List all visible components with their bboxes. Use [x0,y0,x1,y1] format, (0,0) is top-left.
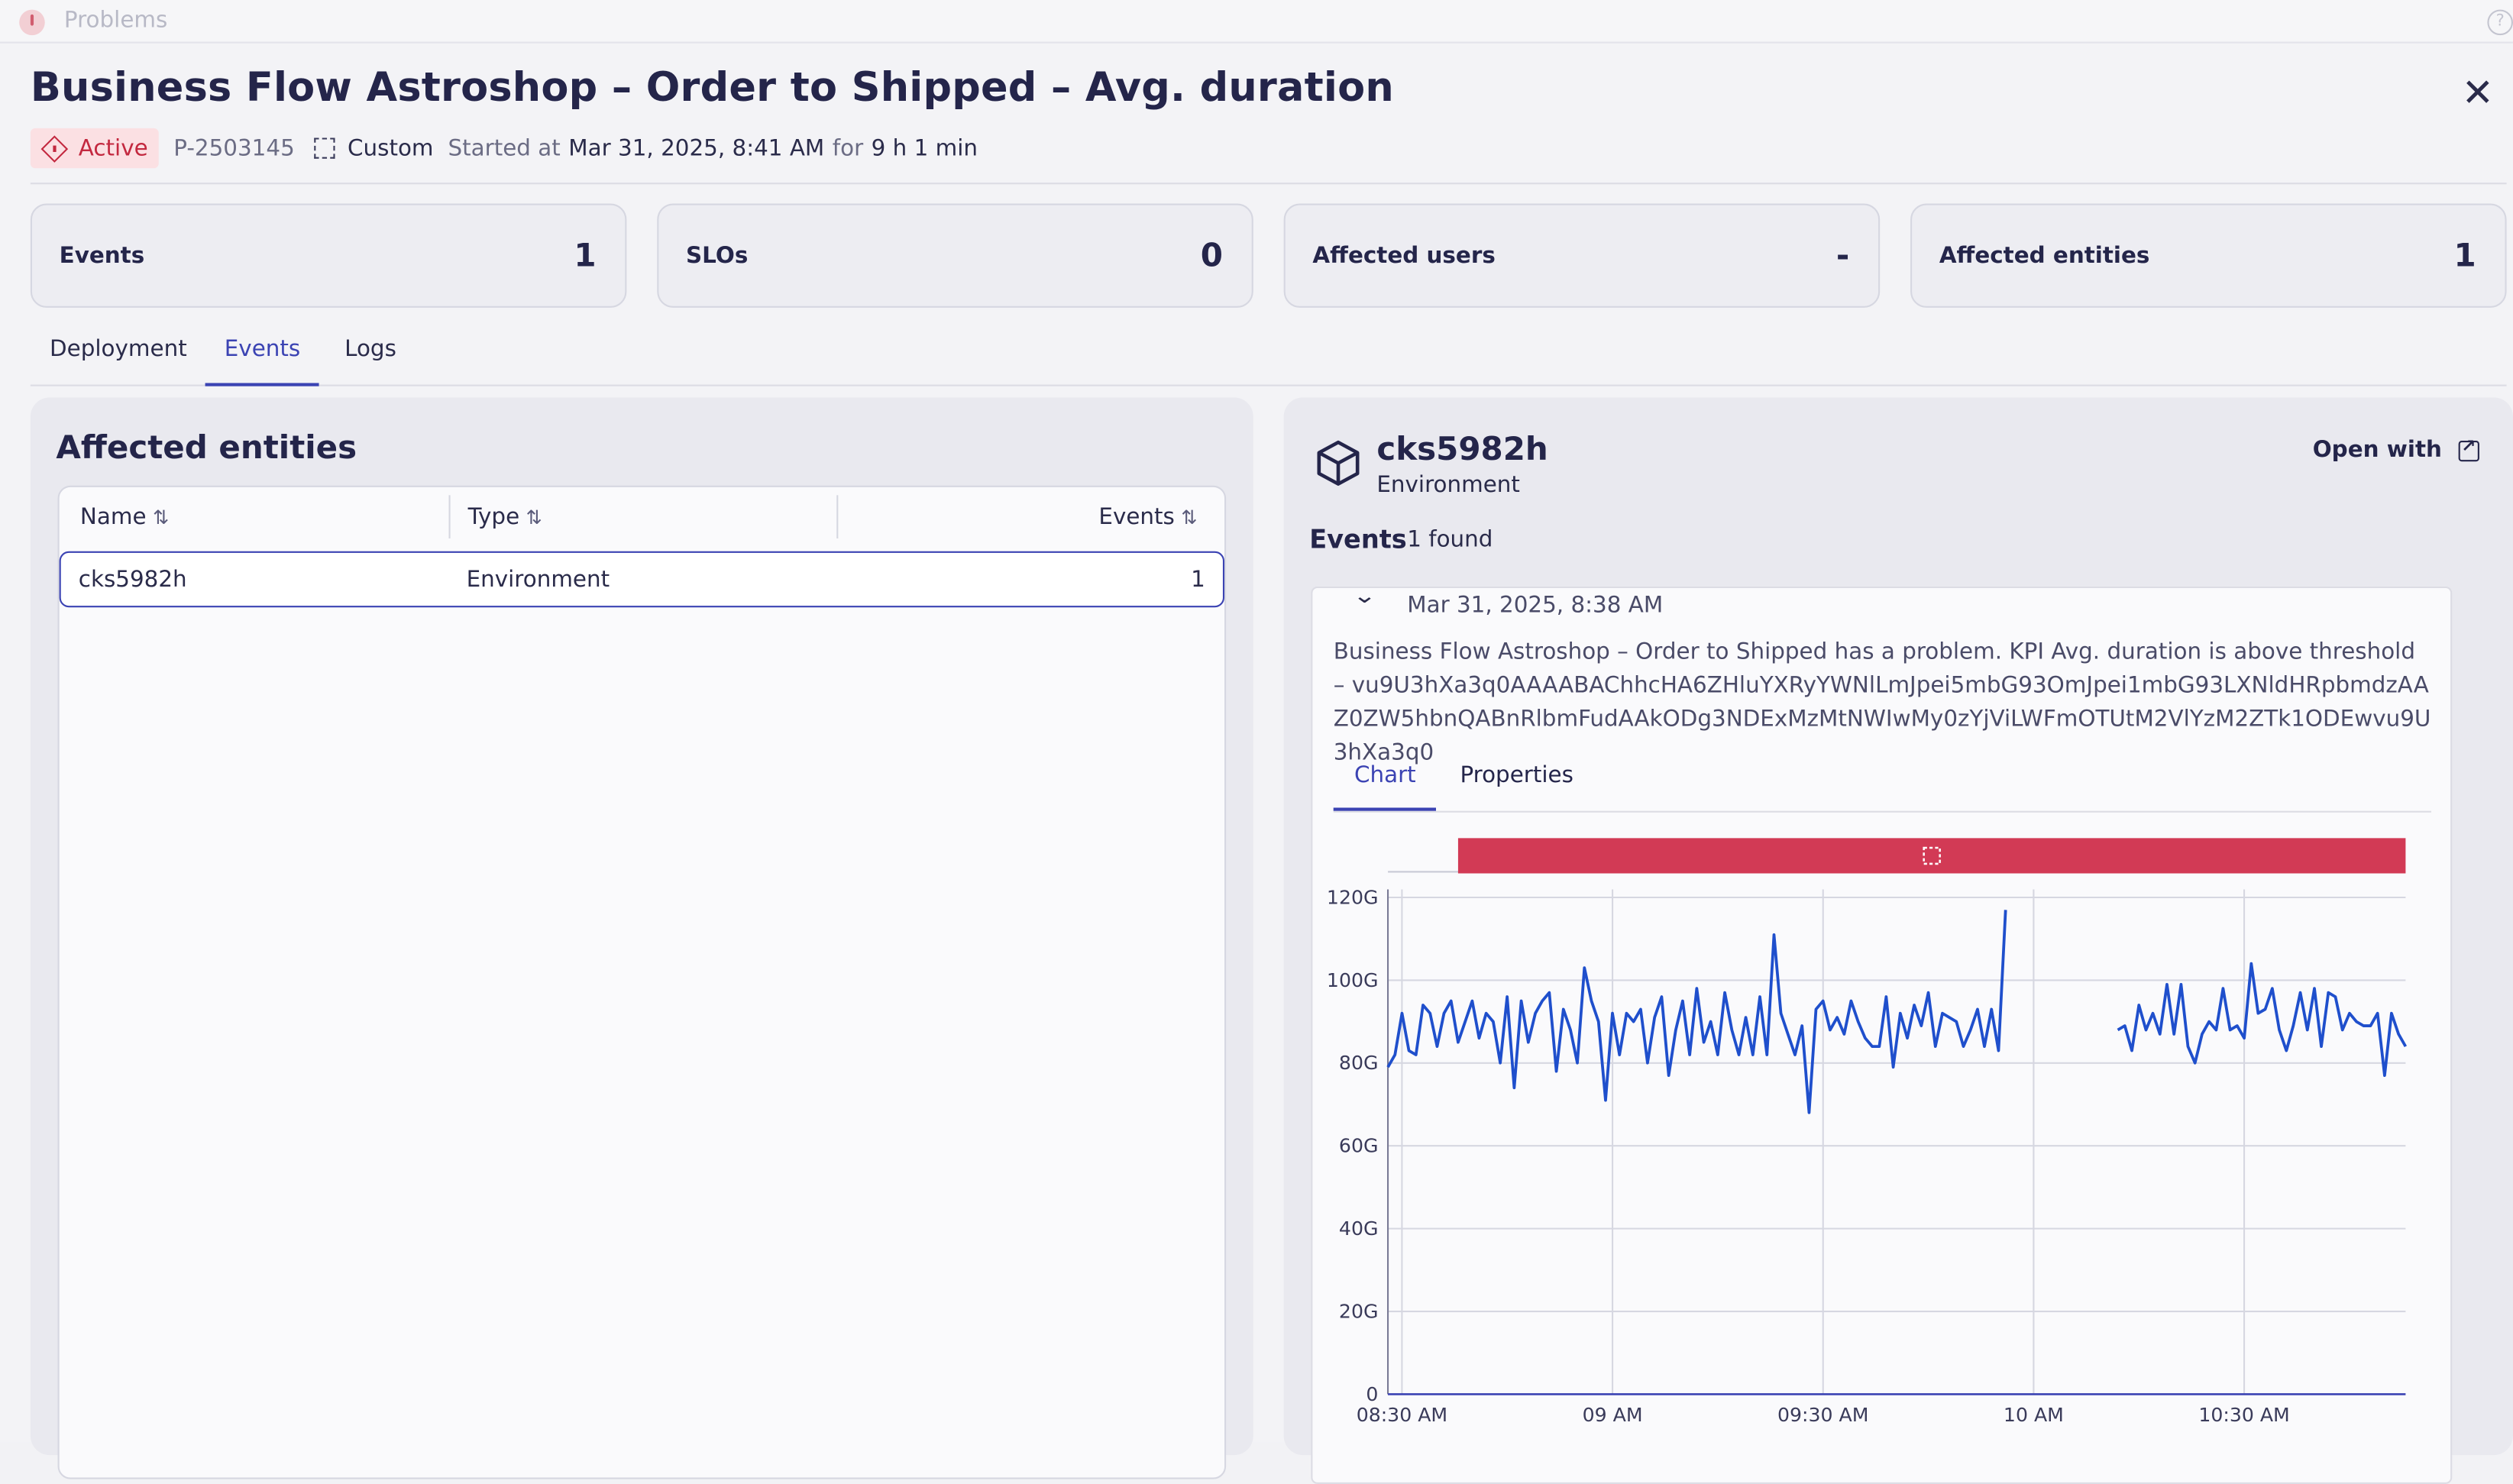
events-count: 1 found [1407,527,1493,553]
problem-title: Business Flow Astroshop – Order to Shipp… [30,63,1394,111]
collapse-chevron-icon[interactable]: ⌄ [1352,586,1377,609]
sort-icon[interactable]: ⇅ [152,506,170,529]
status-label: Active [78,135,148,161]
close-icon[interactable]: ✕ [2461,70,2494,116]
app-title: Problems [63,8,168,34]
events-heading: Events [1309,524,1407,554]
column-header-events[interactable]: Events ⇅ [1098,504,1198,531]
x-tick-label: 09:30 AM [1777,1404,1868,1426]
y-tick-label: 40G [1339,1217,1379,1240]
problems-app-icon [19,9,45,36]
cell-name: cks5982h [78,567,187,593]
open-external-icon [2457,435,2479,461]
kpi-label: Events [59,243,145,270]
sort-icon[interactable]: ⇅ [526,506,542,529]
affected-entities-table: Name ⇅ Type ⇅ Events ⇅ cks5982h Environment… [57,485,1227,1479]
kpi-label: SLOs [686,243,749,270]
x-tick-label: 10:30 AM [2198,1404,2289,1426]
problem-window-band [1457,838,2406,874]
series-line [1386,910,2007,1114]
affected-entities-panel: Affected entities Name ⇅ Type ⇅ Events ⇅ ck… [30,397,1253,1479]
detail-tabs: Deployment Events Logs [30,327,2507,386]
custom-category-icon [1923,846,1941,865]
tab-logs[interactable]: Logs [344,336,396,363]
tab-deployment[interactable]: Deployment [50,336,187,363]
y-tick-label: 120G [1327,886,1379,908]
sort-icon[interactable]: ⇅ [1181,506,1198,529]
column-header-name[interactable]: Name ⇅ [79,504,170,531]
help-icon[interactable]: ? [2487,9,2513,36]
kpi-value: - [1835,235,1850,274]
column-divider[interactable] [836,495,839,538]
x-tick-label: 08:30 AM [1357,1404,1447,1426]
tab-properties[interactable]: Properties [1460,762,1573,789]
column-divider[interactable] [448,495,451,538]
x-tick-label: 10 AM [2004,1404,2064,1426]
cell-events: 1 [1191,567,1205,593]
problem-id: P-2503145 [173,135,295,161]
kpi-value: 0 [1200,235,1223,274]
kpi-value: 1 [2453,235,2476,274]
event-card: ⌄ Mar 31, 2025, 8:38 AM Business Flow As… [1311,586,2453,1484]
problem-duration: 9 h 1 min [871,135,978,161]
y-tick-label: 80G [1339,1052,1379,1074]
column-header-type[interactable]: Type ⇅ [467,504,542,531]
tab-events[interactable]: Events [205,327,320,386]
table-header: Name ⇅ Type ⇅ Events ⇅ [60,487,1223,548]
kpi-label: Affected users [1312,243,1496,270]
problem-meta: Active P-2503145 Custom Started at Mar 3… [30,128,978,169]
kpi-card-affected-users[interactable]: Affected users - [1283,203,1881,308]
started-at: Mar 31, 2025, 8:41 AM [568,135,825,161]
y-tick-label: 60G [1339,1135,1379,1157]
kpi-card-affected-entities[interactable]: Affected entities 1 [1910,203,2507,308]
kpi-card-events[interactable]: Events 1 [30,203,627,308]
y-tick-label: 100G [1327,969,1379,991]
app-top-bar: Problems ? [0,0,2513,44]
event-metric-chart: 0 20G 40G 60G 80G 100G 120G 08:30 AM 09 AM 09:30 … [1327,838,2408,1426]
problem-category: Custom [348,135,434,161]
series-line [2117,962,2408,1077]
kpi-card-slos[interactable]: SLOs 0 [657,203,1253,308]
event-timestamp: Mar 31, 2025, 8:38 AM [1407,593,1664,619]
entity-detail-panel: cks5982h Environment Open with Events 1 … [1283,397,2513,1484]
cube-icon [1317,440,1360,486]
started-label: Started at [448,135,561,161]
panel-title: Affected entities [56,428,357,467]
x-tick-label: 09 AM [1583,1404,1643,1426]
entity-type: Environment [1376,472,1520,499]
custom-category-icon [313,137,335,159]
tab-chart[interactable]: Chart [1333,763,1438,811]
kpi-value: 1 [574,235,597,274]
event-subtabs: Chart Properties [1333,753,2431,813]
header-divider [30,183,2507,185]
warning-diamond-icon [40,134,69,162]
entity-name: cks5982h [1376,429,1548,468]
status-badge: Active [30,128,160,169]
open-with-button[interactable]: Open with [2313,435,2479,463]
table-row[interactable]: cks5982h Environment 1 [59,551,1225,608]
kpi-label: Affected entities [1939,243,2150,270]
event-description: Business Flow Astroshop – Order to Shipp… [1333,639,2431,766]
y-tick-label: 0 [1366,1383,1378,1405]
cell-type: Environment [466,567,610,593]
duration-label: for [832,135,864,161]
y-tick-label: 20G [1339,1300,1379,1322]
